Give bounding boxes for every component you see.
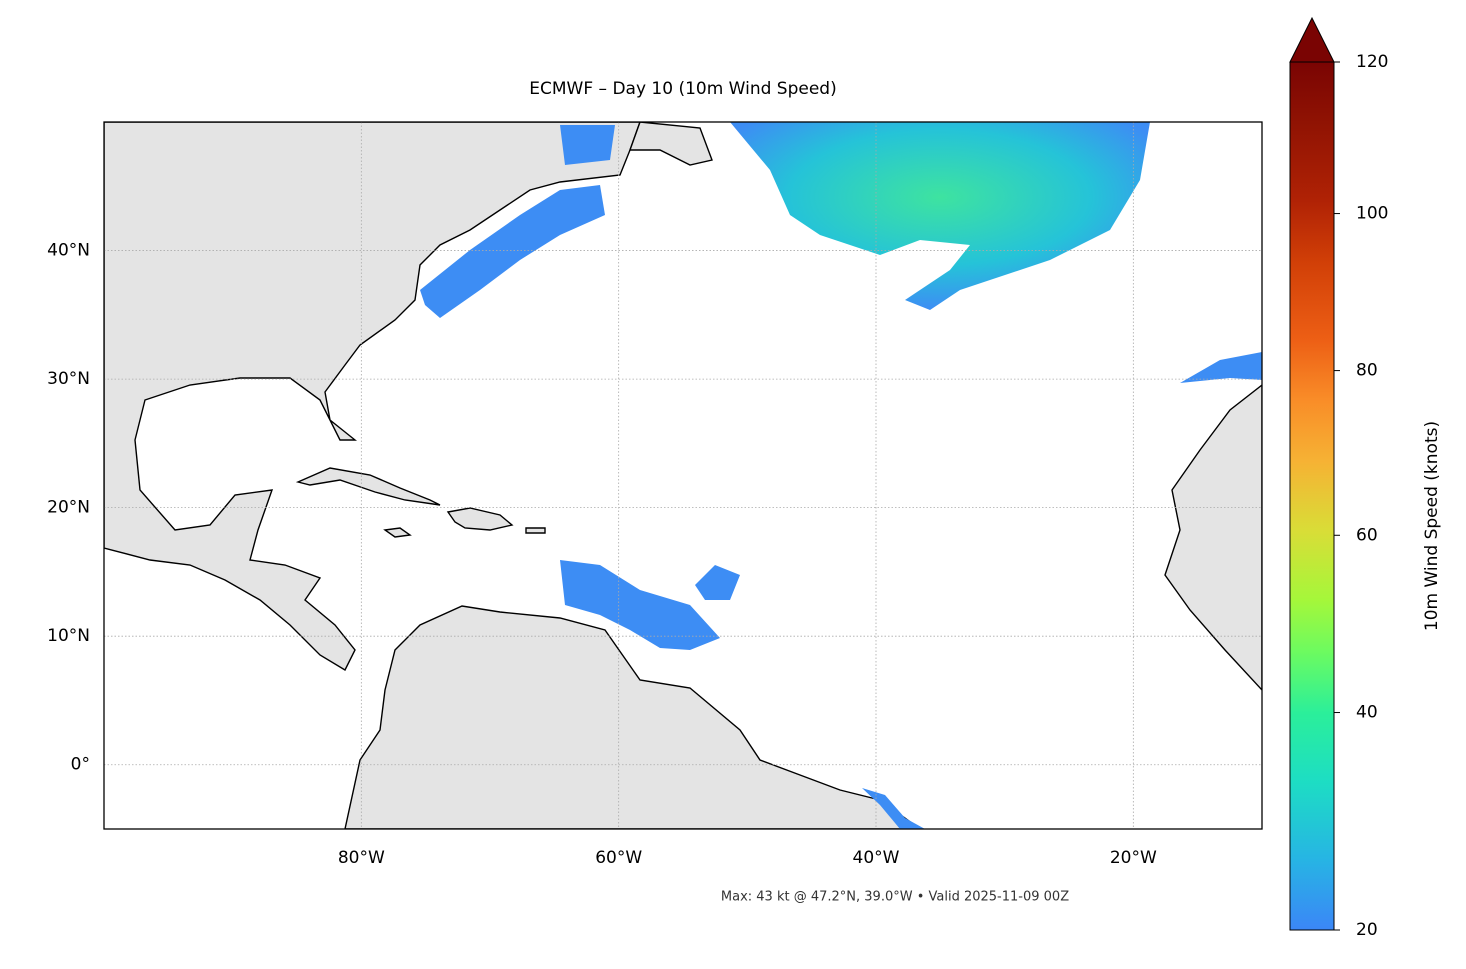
colorbar-tick-label: 120 — [1356, 52, 1388, 72]
wind-area — [695, 565, 740, 600]
colorbar-tick-label: 80 — [1356, 361, 1378, 381]
colorbar-label: 10m Wind Speed (knots) — [1422, 421, 1442, 631]
x-tick-label: 20°W — [1110, 848, 1157, 868]
y-tick-label: 0° — [71, 755, 90, 775]
x-tick-label: 80°W — [338, 848, 385, 868]
wind-area — [420, 185, 605, 318]
y-tick-label: 40°N — [47, 241, 90, 261]
colorbar-tick-label: 40 — [1356, 703, 1378, 723]
newfoundland — [629, 122, 713, 166]
wind-area — [730, 122, 1150, 310]
colorbar-tick-label: 60 — [1356, 525, 1378, 545]
cuba — [295, 467, 441, 506]
colorbar: 20 40 60 80 100 120 10m Wind Speed (knots) — [1289, 16, 1442, 940]
map-frame — [103, 121, 1263, 830]
colorbar-body — [1289, 61, 1335, 931]
grid — [104, 122, 1262, 829]
x-tick-label: 60°W — [595, 848, 642, 868]
wind-area — [1180, 352, 1262, 383]
wind-area — [862, 788, 925, 829]
colorbar-extend — [1289, 16, 1335, 63]
y-tick-label: 10°N — [47, 626, 90, 646]
x-tick-label: 40°W — [853, 848, 900, 868]
hispaniola — [446, 507, 514, 531]
caption: Max: 43 kt @ 47.2°N, 39.0°W • Valid 2025… — [721, 890, 1069, 905]
map — [104, 122, 1262, 829]
puerto-rico — [525, 527, 546, 534]
wind-area — [560, 125, 615, 165]
south-america — [344, 605, 922, 829]
colorbar-tick-label: 100 — [1356, 204, 1388, 224]
africa — [1164, 384, 1262, 692]
y-tick-label: 30°N — [47, 369, 90, 389]
colorbar-tick-label: 20 — [1356, 920, 1378, 940]
jamaica — [383, 527, 412, 538]
y-tick-label: 20°N — [47, 498, 90, 518]
title: ECMWF – Day 10 (10m Wind Speed) — [529, 79, 836, 99]
wind-area — [560, 560, 720, 650]
north-america — [104, 122, 641, 671]
